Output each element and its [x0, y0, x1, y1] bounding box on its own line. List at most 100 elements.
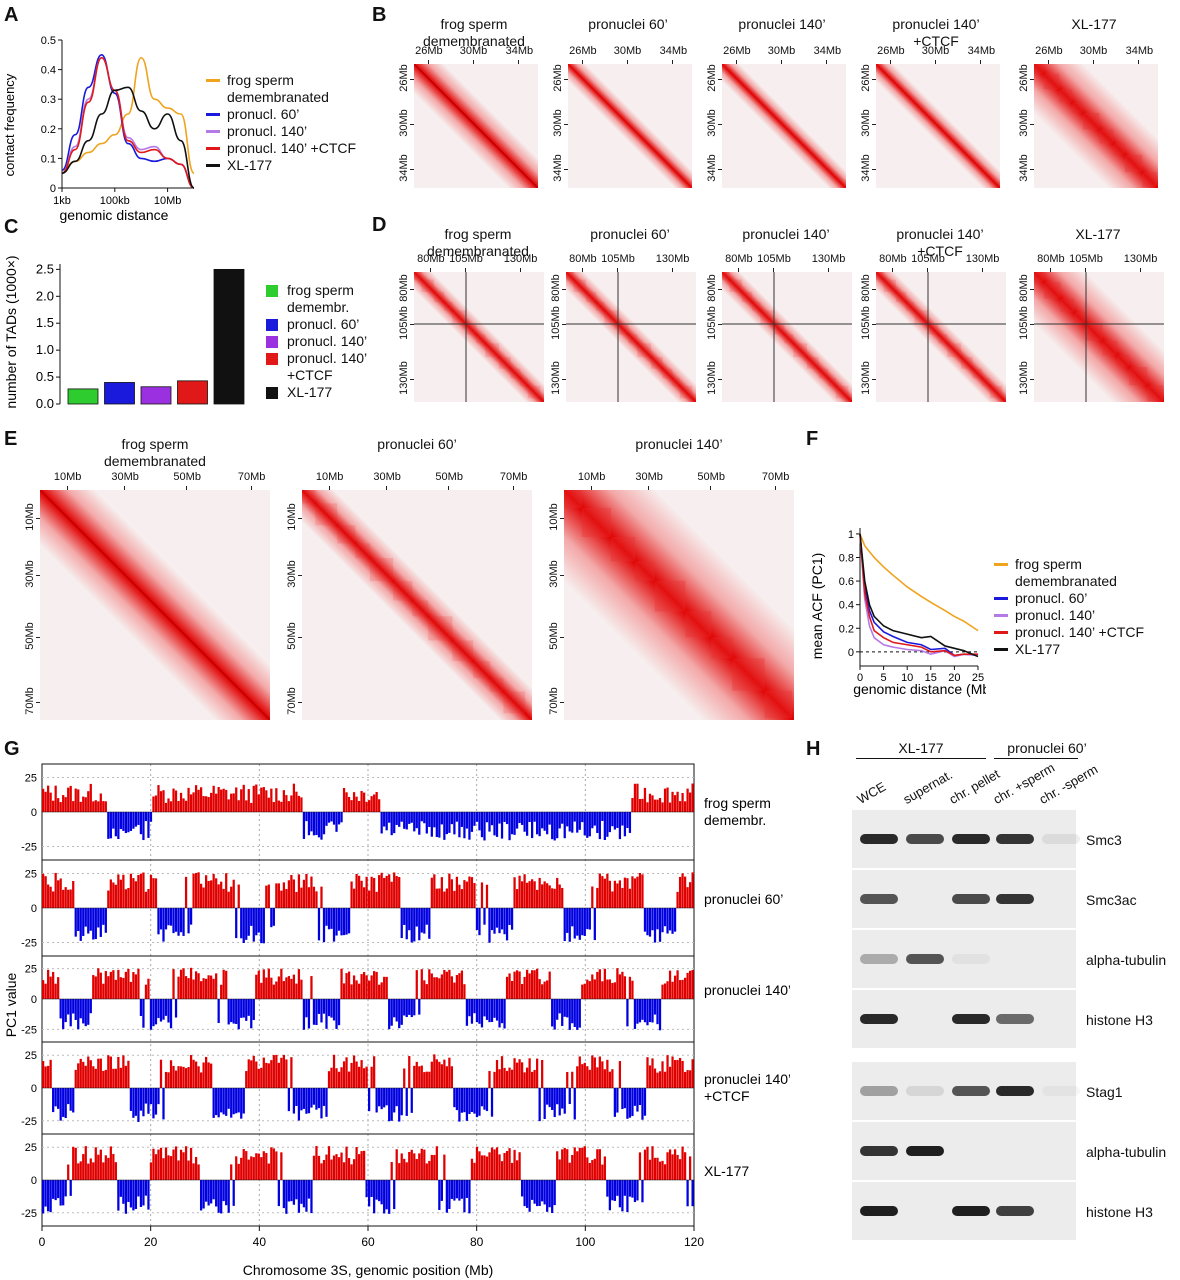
- pc1-bar: [187, 978, 190, 999]
- pc1-bar: [498, 1154, 501, 1180]
- pc1-bar: [207, 1062, 210, 1088]
- pc1-bar: [671, 981, 674, 999]
- panel-label-f: F: [806, 428, 819, 450]
- pc1-bar: [262, 969, 265, 999]
- pc1-bar: [400, 1153, 403, 1180]
- pc1-bar: [159, 999, 163, 1022]
- pc1-bar: [212, 1088, 215, 1118]
- blot-band: [996, 834, 1034, 844]
- legend-a-text: frog sperm: [227, 72, 294, 88]
- heatmap-ytick: [872, 78, 876, 80]
- heatmap-canvas: [876, 272, 1006, 402]
- heatmap-ytick-label: 26Mb: [860, 64, 872, 92]
- heatmap-xtick: [448, 486, 450, 490]
- pc1-bar: [681, 873, 684, 908]
- pc1-bar: [94, 1068, 97, 1088]
- heatmap-ytick: [718, 378, 722, 380]
- pc1-bar: [162, 790, 165, 812]
- pc1-bar: [79, 1058, 82, 1088]
- heatmap-ytick-label: 30Mb: [552, 108, 564, 137]
- pc1-bar: [235, 787, 238, 812]
- pc1-bar: [62, 1088, 65, 1117]
- pc1-bar: [287, 976, 291, 999]
- blot-band: [860, 1206, 898, 1216]
- pc1-bar: [390, 1088, 393, 1121]
- pc1-bar: [285, 977, 288, 999]
- pc1-bar: [345, 1146, 348, 1180]
- pc1-bar: [473, 999, 476, 1014]
- pc1-bar: [601, 812, 604, 821]
- pc1-bar: [47, 1180, 50, 1212]
- pc1-bar: [84, 797, 87, 812]
- pc1-bar: [305, 812, 308, 822]
- pc1-bar: [59, 1180, 62, 1206]
- pc1-bar: [643, 787, 647, 812]
- pc1-bar: [691, 970, 694, 999]
- pc1-bar: [408, 908, 411, 931]
- pc1-bar: [270, 1060, 273, 1088]
- pc1-bar: [277, 800, 280, 812]
- pc1-bar: [686, 887, 689, 908]
- tad-block: [895, 291, 907, 303]
- blot-label: Stag1: [1086, 1084, 1123, 1100]
- pc1-bar: [212, 978, 215, 999]
- pc1-bar: [551, 1180, 554, 1213]
- pc1-bar: [77, 1063, 80, 1088]
- pc1-bar: [149, 999, 153, 1030]
- pc1-bar: [523, 874, 526, 908]
- legend-c-text: +CTCF: [287, 367, 333, 383]
- pc1-bar: [571, 812, 574, 833]
- pc1-bar: [445, 812, 448, 835]
- pc1-bar: [265, 1152, 268, 1180]
- pc1-bar: [275, 981, 278, 999]
- pc1-bar: [139, 999, 143, 1016]
- pc1-bar: [686, 788, 689, 812]
- heatmap-ytick: [410, 288, 414, 290]
- pc1-bar: [425, 812, 428, 834]
- heatmap-xtick-label: 26Mb: [877, 45, 905, 57]
- heatmap-xtick-label: 80Mb: [569, 253, 597, 265]
- h-group-pronuclei: pronuclei 60’: [1007, 740, 1087, 756]
- pc1-bar: [189, 967, 193, 999]
- tad-block: [784, 334, 794, 344]
- pc1-bar: [267, 1163, 270, 1180]
- pc1-bar: [403, 908, 406, 925]
- heatmap-title-line2: demembranated: [104, 453, 206, 469]
- tad-block: [989, 385, 1003, 399]
- contact-frequency-chart: contact frequency genomic distance 00.10…: [2, 35, 195, 223]
- pc1-bar: [245, 999, 248, 1021]
- pc1-bar: [217, 1088, 220, 1118]
- pc1-bar: [626, 812, 629, 828]
- pc1-bar: [508, 1067, 511, 1088]
- pc1-bar: [87, 791, 90, 812]
- pc1-bar: [443, 1059, 446, 1088]
- pc1-bar: [548, 885, 551, 908]
- pc1-bar: [678, 876, 682, 908]
- heatmap-ytick: [1030, 169, 1034, 171]
- pc1-bar: [262, 1151, 265, 1180]
- legend-f-item: XL-177: [994, 641, 1144, 658]
- pc1-bar: [566, 1149, 569, 1180]
- pc1-bar: [498, 999, 501, 1028]
- pc1-bar: [626, 999, 629, 1027]
- pc1-bar: [683, 801, 687, 812]
- pc1-bar: [455, 1180, 459, 1199]
- pc1-bar: [260, 908, 263, 944]
- legend-c-swatch: [266, 319, 278, 331]
- heatmap-xtick: [472, 60, 474, 64]
- pc1-bar: [510, 980, 514, 999]
- pc1-bar: [94, 1147, 97, 1180]
- pc1-bar: [400, 908, 403, 939]
- pc1-bar: [189, 908, 193, 925]
- heatmap-xtick-label: 34Mb: [1125, 45, 1154, 57]
- pc1-bar: [237, 884, 240, 908]
- pc1-bar: [92, 975, 95, 999]
- pc1-bar: [676, 1154, 679, 1180]
- pc1-bar: [147, 888, 150, 908]
- pc1-bar: [47, 1065, 50, 1088]
- pc1-bar: [588, 1069, 591, 1088]
- pc1-bar: [415, 1061, 418, 1088]
- pc1-bar: [520, 983, 524, 999]
- pc1-bar: [373, 794, 376, 812]
- heatmap: [414, 64, 538, 188]
